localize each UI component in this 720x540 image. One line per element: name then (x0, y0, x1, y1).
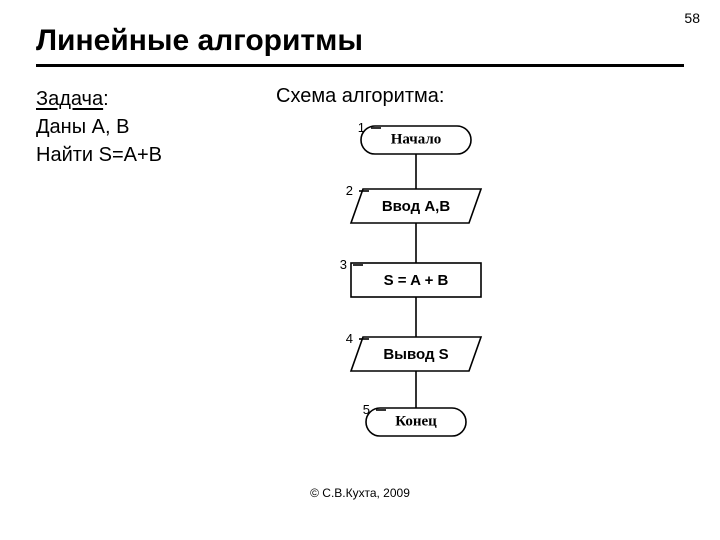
flow-node-5: 5 Конец (363, 402, 466, 436)
flowchart: 1 Начало 2 Ввод A,B 3 S = A + B 4 Вывод S 5 Конец (276, 112, 576, 472)
task-line1: Даны A, B (36, 116, 129, 138)
svg-text:Конец: Конец (395, 413, 437, 429)
scheme-title: Схема алгоритма: (276, 85, 684, 108)
page-title: Линейные алгоритмы (36, 24, 684, 58)
content-columns: Задача: Даны A, B Найти S=A+B Схема алго… (36, 85, 684, 472)
task-line2: Найти S=A+B (36, 144, 162, 166)
svg-text:Ввод A,B: Ввод A,B (382, 198, 451, 215)
flow-node-1: 1 Начало (358, 120, 471, 154)
svg-text:1: 1 (358, 120, 365, 135)
svg-text:4: 4 (346, 331, 353, 346)
slide: 58 Линейные алгоритмы Задача: Даны A, B … (0, 0, 720, 540)
task-colon: : (103, 88, 109, 110)
svg-text:5: 5 (363, 402, 370, 417)
footer-copyright: © С.В.Кухта, 2009 (0, 486, 720, 500)
svg-text:3: 3 (340, 257, 347, 272)
flow-node-4: 4 Вывод S (346, 331, 481, 371)
flow-node-3: 3 S = A + B (340, 257, 481, 297)
title-rule (36, 64, 684, 67)
svg-text:S = A + B: S = A + B (384, 272, 449, 289)
svg-text:Начало: Начало (391, 131, 442, 147)
svg-text:Вывод S: Вывод S (383, 346, 448, 363)
scheme-block: Схема алгоритма: 1 Начало 2 Ввод A,B 3 S = A … (276, 85, 684, 472)
flow-node-2: 2 Ввод A,B (346, 183, 481, 223)
svg-text:2: 2 (346, 183, 353, 198)
task-label: Задача (36, 88, 103, 110)
page-number: 58 (684, 10, 700, 26)
flowchart-svg: 1 Начало 2 Ввод A,B 3 S = A + B 4 Вывод S 5 Конец (276, 112, 536, 472)
task-block: Задача: Даны A, B Найти S=A+B (36, 85, 236, 169)
